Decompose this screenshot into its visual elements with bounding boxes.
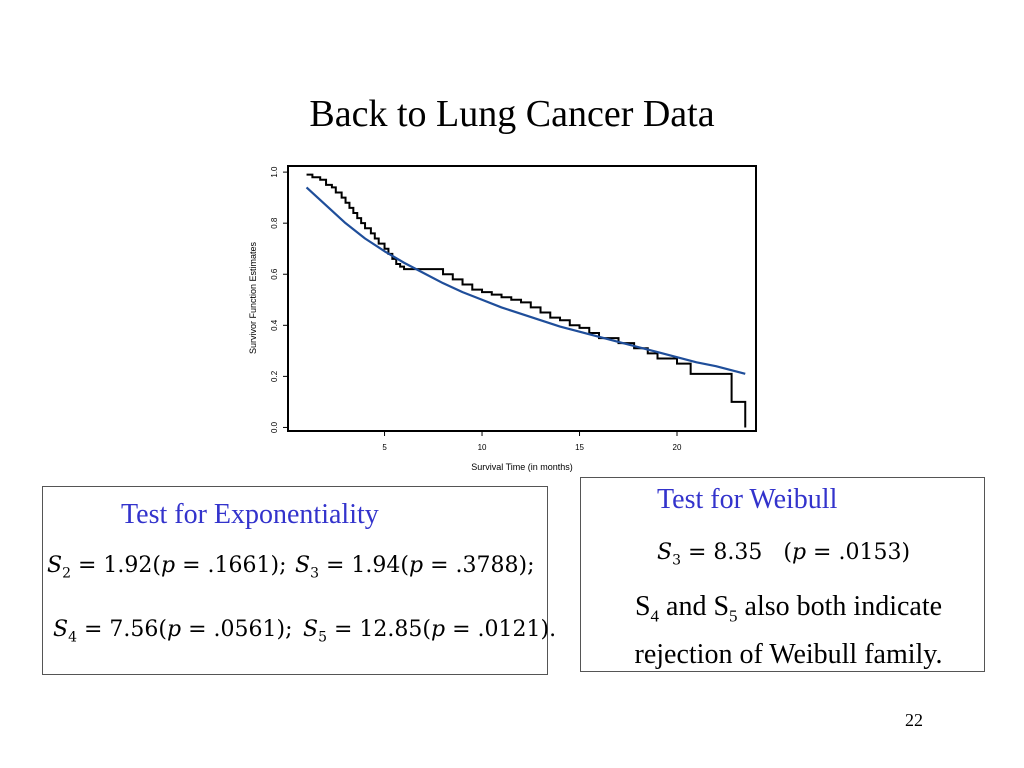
weibull-s3-value: 8.35 <box>713 540 763 565</box>
x-axis: 5 10 15 20 <box>382 430 682 452</box>
s3-separator: ); <box>518 553 535 578</box>
s2-value: 1.92 <box>103 553 153 578</box>
y-tick-label: 0.2 <box>270 370 279 382</box>
conclusion-and: and <box>659 591 714 622</box>
s4-value: 7.56 <box>109 617 159 642</box>
x-tick-label: 20 <box>673 443 682 452</box>
conclusion-s4: S <box>634 591 651 622</box>
y-tick-label: 0.6 <box>270 268 279 280</box>
y-tick-label: 0.8 <box>270 217 279 229</box>
y-tick-label: 0.4 <box>270 319 279 331</box>
conclusion-s4-subscript: 4 <box>650 606 660 626</box>
s4-subscript: 4 <box>68 629 77 646</box>
s2-symbol: S <box>47 553 63 578</box>
s3-subscript: 3 <box>310 565 319 582</box>
s5-symbol: S <box>303 617 319 642</box>
series-layer <box>305 173 747 428</box>
x-tick-label: 5 <box>382 443 387 452</box>
slide-title: Back to Lung Cancer Data <box>309 93 715 135</box>
survival-chart: 0.0 0.2 0.4 0.6 0.8 1.0 5 10 15 20 Survival Time… <box>248 165 757 472</box>
s2-subscript: 2 <box>62 565 71 582</box>
s2-pvalue: .1661 <box>207 553 271 578</box>
y-axis-label: Survivor Function Estimates <box>248 241 258 354</box>
weibull-s3-subscript: 3 <box>672 552 681 569</box>
s5-subscript: 5 <box>318 629 327 646</box>
s4-symbol: S <box>53 617 69 642</box>
weibull-s3-pvalue: .0153 <box>838 540 902 565</box>
y-tick-label: 1.0 <box>270 166 279 178</box>
s3-value: 1.94 <box>351 553 401 578</box>
y-tick-label: 0.0 <box>270 421 279 433</box>
weibull-test-box: Test for Weibull S3 = 8.35 (p = .0153) S… <box>580 477 985 672</box>
x-tick-label: 10 <box>478 443 487 452</box>
exponentiality-test-box: Test for Exponentiality S2 = 1.92(p = .1… <box>42 486 556 675</box>
s3-symbol: S <box>295 553 311 578</box>
conclusion-s5-subscript: 5 <box>729 606 738 626</box>
conclusion-s5: S <box>713 591 730 622</box>
s5-value: 12.85 <box>359 617 423 642</box>
weibull-heading: Test for Weibull <box>657 484 838 515</box>
x-axis-label: Survival Time (in months) <box>471 462 573 472</box>
s2-separator: ); <box>270 553 287 578</box>
s3-statistic: S3 = 1.94(p = .3788); <box>295 553 535 582</box>
s5-pvalue: .0121 <box>477 617 541 642</box>
weibull-s3-statistic: S3 = 8.35 (p = .0153) <box>657 540 911 569</box>
s4-statistic: S4 = 7.56(p = .0561); <box>53 617 293 646</box>
fitted-curve-line <box>305 186 746 375</box>
x-tick-label: 15 <box>575 443 584 452</box>
s4-pvalue: .0561 <box>213 617 277 642</box>
conclusion-rest: also both indicate rejection of Weibull … <box>634 591 943 670</box>
s5-separator: ). <box>540 617 557 642</box>
page-number: 22 <box>905 710 923 730</box>
s5-statistic: S5 = 12.85(p = .0121). <box>303 617 557 646</box>
exponentiality-heading: Test for Exponentiality <box>121 499 379 530</box>
s3-pvalue: .3788 <box>455 553 519 578</box>
plot-frame <box>287 165 757 432</box>
kaplan-meier-step-line <box>306 173 747 428</box>
weibull-s3-symbol: S <box>657 540 673 565</box>
s2-statistic: S2 = 1.92(p = .1661); <box>47 553 287 582</box>
weibull-conclusion: S4 and S5 also both indicate rejection o… <box>596 588 981 674</box>
y-axis: 0.0 0.2 0.4 0.6 0.8 1.0 <box>270 166 289 433</box>
s4-separator: ); <box>276 617 293 642</box>
